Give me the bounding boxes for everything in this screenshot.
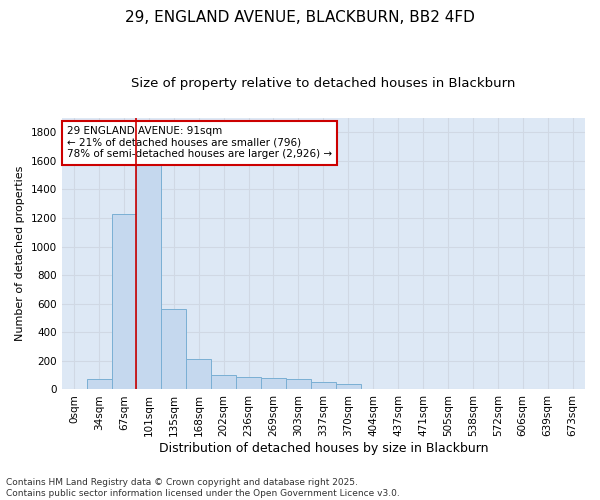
Title: Size of property relative to detached houses in Blackburn: Size of property relative to detached ho… bbox=[131, 78, 515, 90]
Bar bbox=[211, 375, 236, 390]
Bar bbox=[261, 378, 286, 390]
Bar bbox=[86, 378, 112, 390]
Bar bbox=[336, 384, 361, 390]
Y-axis label: Number of detached properties: Number of detached properties bbox=[15, 166, 25, 342]
Bar bbox=[286, 378, 311, 390]
Text: 29, ENGLAND AVENUE, BLACKBURN, BB2 4FD: 29, ENGLAND AVENUE, BLACKBURN, BB2 4FD bbox=[125, 10, 475, 25]
Bar bbox=[112, 214, 136, 390]
Bar bbox=[136, 158, 161, 390]
Bar bbox=[186, 360, 211, 390]
Text: 29 ENGLAND AVENUE: 91sqm
← 21% of detached houses are smaller (796)
78% of semi-: 29 ENGLAND AVENUE: 91sqm ← 21% of detach… bbox=[67, 126, 332, 160]
Bar bbox=[311, 382, 336, 390]
Bar bbox=[236, 378, 261, 390]
X-axis label: Distribution of detached houses by size in Blackburn: Distribution of detached houses by size … bbox=[158, 442, 488, 455]
Text: Contains HM Land Registry data © Crown copyright and database right 2025.
Contai: Contains HM Land Registry data © Crown c… bbox=[6, 478, 400, 498]
Bar bbox=[161, 309, 186, 390]
